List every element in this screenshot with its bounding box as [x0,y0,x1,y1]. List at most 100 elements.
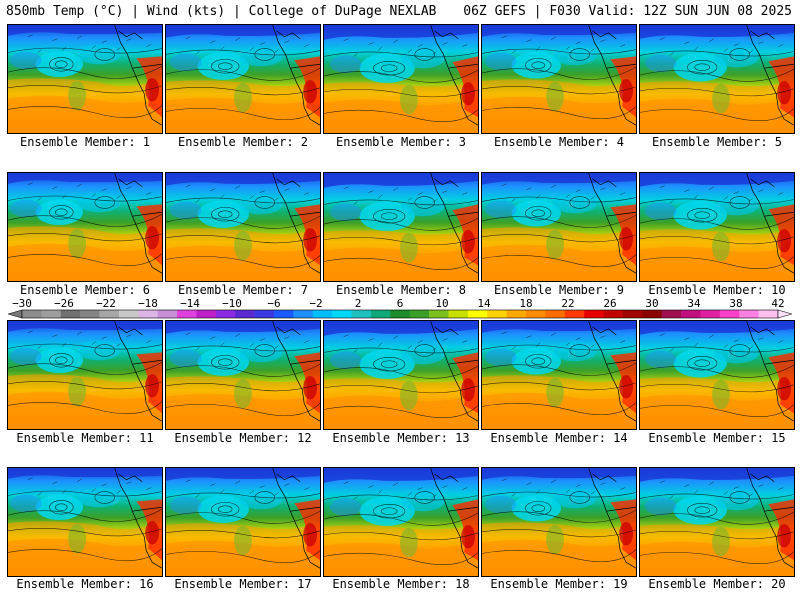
colorbar-swatch [157,310,178,318]
colorbar-swatch [448,310,469,318]
ensemble-member-label: Ensemble Member: 14 [490,431,628,445]
ensemble-member-label: Ensemble Member: 17 [174,577,312,591]
colorbar-tick-label: 22 [561,297,574,310]
temperature-map [166,321,320,429]
colorbar-swatch [526,310,546,318]
colorbar-tick-label: 10 [435,297,448,310]
ensemble-panel-12 [165,320,321,430]
ensemble-panel-11 [7,320,163,430]
ensemble-panel-13 [323,320,479,430]
colorbar-swatch [487,310,507,318]
ensemble-member-label: Ensemble Member: 8 [335,283,467,297]
colorbar-swatch [351,310,372,318]
colorbar-swatch [196,310,217,318]
ensemble-member-label: Ensemble Member: 6 [19,283,151,297]
ensemble-panel-20 [639,467,795,577]
colorbar-swatch [80,310,100,318]
colorbar-tick-label: 30 [645,297,658,310]
ensemble-member-label: Ensemble Member: 11 [16,431,154,445]
colorbar-swatch [138,310,158,318]
colorbar-swatch [235,310,255,318]
ensemble-member-label: Ensemble Member: 5 [651,135,783,149]
ensemble-member-label: Ensemble Member: 1 [19,135,151,149]
colorbar-tick-label: 26 [603,297,616,310]
ensemble-member-label: Ensemble Member: 10 [648,283,786,297]
ensemble-member-label: Ensemble Member: 3 [335,135,467,149]
colorbar-tick-label: −2 [309,297,322,310]
ensemble-panel-17 [165,467,321,577]
colorbar-swatch [254,310,275,318]
colorbar-min-arrow [8,309,23,319]
temperature-map [324,468,478,576]
header-title: 850mb Temp (°C) | Wind (kts) | College o… [6,4,437,19]
colorbar-swatch [700,310,721,318]
ensemble-panel-18 [323,467,479,577]
colorbar-swatch [584,310,604,318]
ensemble-member-label: Ensemble Member: 19 [490,577,628,591]
ensemble-member-label: Ensemble Member: 12 [174,431,312,445]
temperature-map [640,468,794,576]
ensemble-member-label: Ensemble Member: 16 [16,577,154,591]
ensemble-panel-6 [7,172,163,282]
colorbar-swatch [177,310,197,318]
ensemble-panel-14 [481,320,637,430]
temperature-map [482,25,636,133]
ensemble-panel-5 [639,24,795,134]
ensemble-member-label: Ensemble Member: 2 [177,135,309,149]
temperature-map [324,321,478,429]
ensemble-panel-8 [323,172,479,282]
ensemble-panel-9 [481,172,637,282]
ensemble-member-label: Ensemble Member: 20 [648,577,786,591]
temperature-map [482,468,636,576]
temperature-map [324,25,478,133]
ensemble-panel-3 [323,24,479,134]
temperature-map [166,25,320,133]
colorbar-tick-label: 34 [687,297,701,310]
colorbar-swatch [390,310,410,318]
colorbar-tick-label: 42 [771,297,784,310]
colorbar-swatch [370,310,391,318]
colorbar-tick-label: −6 [267,297,280,310]
colorbar-swatch [429,310,449,318]
colorbar-swatch [312,310,333,318]
ensemble-member-label: Ensemble Member: 9 [493,283,625,297]
colorbar-tick-label: −30 [12,297,32,310]
temperature-map [8,25,162,133]
temperature-map [482,173,636,281]
ensemble-panel-19 [481,467,637,577]
colorbar-swatch [681,310,701,318]
ensemble-member-label: Ensemble Member: 4 [493,135,625,149]
temperature-map [8,468,162,576]
colorbar-tick-label: 2 [355,297,362,310]
colorbar-swatch [22,310,42,318]
temperature-map [8,173,162,281]
temperature-map [640,173,794,281]
colorbar-tick-label: 18 [519,297,532,310]
colorbar-swatch [118,310,139,318]
colorbar-swatch [274,310,294,318]
colorbar-swatch [661,310,682,318]
ensemble-panel-10 [639,172,795,282]
colorbar-swatch [332,310,352,318]
colorbar-swatch [215,310,236,318]
ensemble-member-label: Ensemble Member: 15 [648,431,786,445]
temperature-map [640,25,794,133]
ensemble-panel-4 [481,24,637,134]
colorbar-tick-label: −14 [180,297,200,310]
colorbar-tick-label: 38 [729,297,742,310]
ensemble-panel-15 [639,320,795,430]
ensemble-member-label: Ensemble Member: 18 [332,577,470,591]
colorbar-swatch [409,310,430,318]
colorbar-swatch [99,310,120,318]
colorbar-tick-label: 6 [397,297,404,310]
colorbar-swatch [545,310,566,318]
colorbar-tick-label: −26 [54,297,74,310]
temperature-map [482,321,636,429]
colorbar-swatch [60,310,81,318]
colorbar-tick-label: −22 [96,297,116,310]
ensemble-panel-2 [165,24,321,134]
colorbar-swatch [719,310,740,318]
colorbar-swatch [758,310,779,318]
ensemble-panel-7 [165,172,321,282]
colorbar-tick-label: −18 [138,297,158,310]
